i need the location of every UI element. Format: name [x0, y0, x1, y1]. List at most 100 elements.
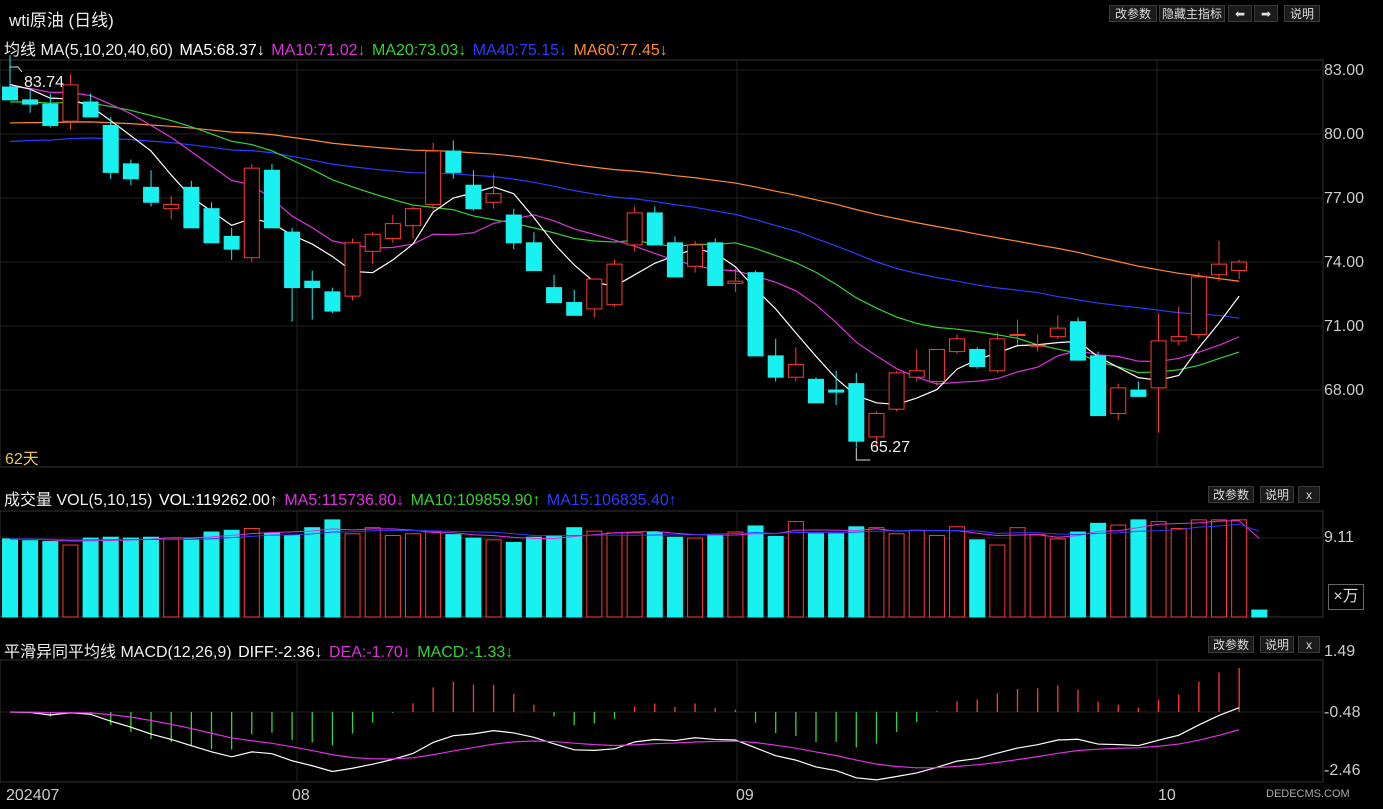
macd-close-icon[interactable]: x	[1298, 636, 1320, 653]
candle-body	[606, 263, 623, 306]
volume-bar	[666, 536, 683, 618]
candle-body	[928, 348, 945, 382]
y-tick-3: 77.00	[1324, 190, 1365, 207]
volume-bar	[1211, 519, 1227, 618]
candle-body	[82, 101, 99, 118]
volume-value: VOL:119262.00↑	[158, 492, 278, 509]
volume-bar	[727, 531, 744, 618]
ma20-line	[9, 101, 1240, 374]
candle-body	[22, 99, 39, 105]
volume-bar	[1069, 531, 1086, 618]
volume-bars	[2, 519, 1268, 618]
candle-body	[445, 150, 462, 173]
volume-bar	[304, 527, 321, 618]
y-tick-5: 71.00	[1324, 318, 1365, 335]
volume-bar	[243, 528, 260, 618]
ma40-value: MA40:75.15↓	[472, 42, 568, 59]
next-arrow-icon[interactable]: ➡	[1254, 5, 1278, 22]
candle-body	[42, 103, 59, 126]
volume-bar	[324, 519, 341, 618]
volume-bar	[808, 533, 824, 618]
high-marker	[10, 66, 23, 73]
volume-bar	[284, 534, 301, 618]
volume-bar	[405, 533, 421, 618]
volume-legend-label: 成交量 VOL(5,10,15)	[4, 492, 153, 509]
volume-params-button[interactable]: 改参数	[1208, 486, 1254, 503]
volume-bar	[1170, 528, 1187, 618]
ma-lines	[9, 83, 1240, 406]
candle-body	[163, 203, 180, 210]
candle-body	[143, 186, 160, 203]
volume-bar	[1130, 519, 1147, 618]
x-label-1: 202407	[6, 787, 60, 804]
candle-body	[223, 235, 240, 250]
y-tick-1: 83.00	[1324, 62, 1365, 79]
candle-body	[687, 244, 704, 267]
candle-body	[62, 84, 79, 122]
candle-body	[384, 223, 401, 240]
candle-body	[1009, 334, 1026, 337]
candle-body	[485, 193, 502, 203]
volume-bar	[888, 533, 905, 618]
volume-unit-button[interactable]: ×万	[1328, 584, 1364, 610]
volume-bar	[122, 537, 139, 618]
volume-bar	[22, 540, 39, 618]
low-price-label: 65.27	[870, 439, 911, 456]
macd-params-button[interactable]: 改参数	[1208, 636, 1254, 653]
x-label-3: 09	[736, 787, 754, 804]
prev-arrow-icon[interactable]: ⬅	[1228, 5, 1252, 22]
candle-body	[2, 86, 18, 101]
volume-bar	[687, 537, 704, 618]
volume-bar	[82, 537, 99, 618]
volume-bar	[787, 521, 804, 618]
candle-body	[122, 163, 139, 180]
macd-help-button[interactable]: 说明	[1260, 636, 1294, 653]
volume-bar	[707, 534, 724, 618]
candle-body	[646, 212, 663, 246]
volume-bar	[364, 527, 381, 618]
volume-panel-frame	[0, 510, 1324, 618]
vol-ma5-value: MA5:115736.80↓	[284, 492, 405, 509]
volume-bar	[62, 544, 79, 618]
volume-bar	[1190, 519, 1207, 618]
candle-body	[364, 233, 381, 252]
candle-body	[1231, 261, 1248, 272]
volume-bar	[425, 531, 442, 618]
volume-bar	[989, 544, 1006, 618]
volume-close-icon[interactable]: x	[1298, 486, 1320, 503]
volume-bar	[828, 533, 845, 618]
y-tick-4: 74.00	[1324, 254, 1365, 271]
macd-y-tick-3: -2.46	[1324, 762, 1361, 779]
candle-body	[969, 348, 986, 368]
volume-bar	[767, 535, 784, 618]
macd-panel-frame	[0, 659, 1324, 783]
volume-bar	[928, 534, 945, 618]
params-button[interactable]: 改参数	[1109, 5, 1157, 22]
candle-body	[1069, 321, 1086, 361]
candle-body	[888, 372, 905, 410]
candle-body	[546, 287, 563, 304]
candle-body	[1170, 336, 1187, 342]
candle-body	[284, 231, 301, 289]
macd-legend: 平滑异同平均线 MACD(12,26,9) DIFF:-2.36↓ DEA:-1…	[4, 638, 515, 662]
volume-bar	[566, 527, 583, 618]
volume-bar	[384, 534, 401, 618]
macd-y-tick-2: -0.48	[1324, 704, 1361, 721]
grid	[0, 60, 1323, 782]
hide-indicator-button[interactable]: 隐藏主指标	[1159, 5, 1225, 22]
candle-body	[1029, 344, 1046, 347]
candle-body	[989, 338, 1006, 372]
help-button[interactable]: 说明	[1284, 5, 1320, 22]
volume-bar	[505, 541, 522, 618]
volume-bar	[42, 541, 59, 618]
ma20-value: MA20:73.03↓	[372, 42, 467, 59]
volume-help-button[interactable]: 说明	[1260, 486, 1294, 503]
volume-bar	[525, 536, 542, 618]
volume-bar	[223, 529, 240, 618]
volume-bar	[848, 526, 865, 618]
candle-body	[787, 363, 804, 378]
volume-bar	[445, 534, 462, 618]
vol-ma10-value: MA10:109859.90↑	[410, 492, 541, 509]
volume-bar	[969, 539, 986, 618]
candle-body	[908, 370, 925, 378]
